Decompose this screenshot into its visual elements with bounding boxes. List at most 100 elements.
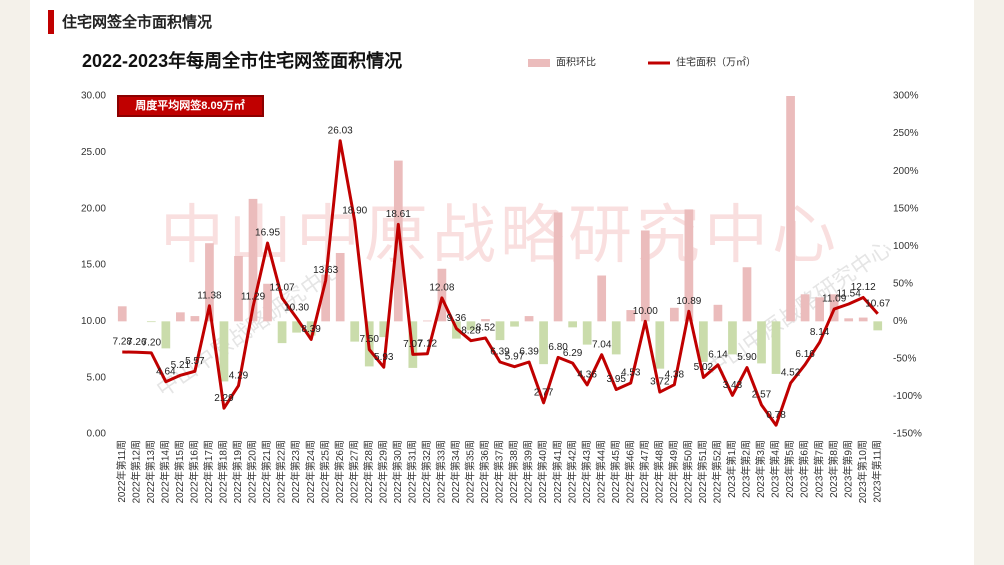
bar: [466, 321, 476, 331]
x-tick-label: 2023年第11周: [870, 440, 883, 503]
x-tick-label: 2022年第13周: [144, 440, 157, 503]
plot-clip: [117, 96, 883, 382]
x-tick-label: 2022年第26周: [333, 440, 346, 503]
x-tick-label: 2023年第10周: [856, 440, 869, 503]
data-label: 16.95: [255, 228, 280, 239]
header-title: 住宅网签全市面积情况: [62, 13, 212, 31]
y2-tick-label: 100%: [893, 241, 919, 252]
data-label: 7.50: [360, 334, 380, 345]
x-tick-label: 2022年第45周: [609, 440, 622, 503]
bar: [684, 209, 694, 322]
x-tick-label: 2022年第33周: [435, 440, 448, 503]
x-tick-label: 2022年第14周: [158, 440, 171, 503]
bar: [263, 283, 272, 322]
bar: [771, 321, 781, 374]
data-label: 11.54: [837, 289, 862, 300]
data-label: 5.02: [694, 362, 714, 373]
x-tick-label: 2023年第2周: [740, 440, 753, 498]
data-label: 7.20: [142, 338, 162, 349]
x-tick-label: 2023年第9周: [841, 440, 854, 498]
x-tick-label: 2022年第49周: [667, 440, 680, 503]
data-label: 11.29: [241, 291, 266, 302]
bar: [597, 275, 607, 322]
legend-swatch: [528, 59, 550, 67]
y2-tick-label: 300%: [893, 91, 919, 102]
bar: [539, 321, 548, 365]
data-label: 6.39: [519, 347, 539, 358]
bar: [161, 321, 171, 349]
data-label: 9.36: [447, 313, 467, 324]
x-tick-label: 2022年第22周: [275, 440, 288, 503]
bar: [858, 317, 868, 322]
data-label: 12.08: [429, 283, 454, 294]
x-tick-label: 2022年第29周: [376, 440, 389, 503]
bar: [510, 321, 519, 327]
y-tick-label: 0.00: [87, 429, 107, 440]
x-tick-label: 2022年第42周: [565, 440, 578, 503]
x-tick-label: 2023年第3周: [754, 440, 767, 498]
x-tick-label: 2022年第34周: [449, 440, 462, 503]
bar: [728, 321, 737, 355]
bar: [248, 198, 258, 322]
bar: [292, 321, 301, 333]
x-tick-label: 2022年第52周: [711, 440, 724, 503]
data-label: 8.52: [476, 323, 496, 334]
x-tick-label: 2022年第43周: [580, 440, 593, 503]
data-label: 2.57: [752, 390, 772, 401]
header-bar: [48, 10, 54, 34]
x-tick-label: 2022年第48周: [652, 440, 665, 503]
x-tick-label: 2022年第51周: [696, 440, 709, 503]
bar: [844, 318, 854, 322]
y2-tick-label: -150%: [893, 429, 922, 440]
x-tick-label: 2022年第31周: [405, 440, 418, 503]
x-tick-label: 2022年第40周: [536, 440, 549, 503]
bar: [757, 321, 766, 364]
y2-tick-label: -100%: [893, 391, 922, 402]
x-tick-label: 2022年第24周: [304, 440, 317, 503]
x-tick-label: 2022年第37周: [493, 440, 506, 503]
x-tick-label: 2022年第25周: [318, 440, 331, 503]
bar: [277, 321, 287, 344]
data-label: 7.07: [403, 339, 423, 350]
x-tick-label: 2022年第32周: [420, 440, 433, 503]
line: [122, 139, 879, 427]
x-tick-label: 2022年第18周: [217, 440, 230, 503]
bar: [626, 310, 636, 322]
bar: [306, 321, 316, 336]
x-tick-label: 2022年第47周: [638, 440, 651, 503]
y-tick-label: 15.00: [81, 260, 106, 271]
x-tick-label: 2023年第7周: [812, 440, 825, 498]
data-label: 4.53: [621, 368, 641, 379]
bar: [423, 320, 432, 322]
data-label: 4.52: [781, 368, 801, 379]
data-label: 8.14: [810, 327, 830, 338]
bar: [350, 321, 360, 342]
y2-tick-label: 250%: [893, 128, 919, 139]
bar: [800, 294, 810, 322]
bar: [873, 321, 883, 331]
data-label: 18.61: [386, 209, 411, 220]
bar: [205, 243, 214, 322]
bar: [815, 297, 824, 322]
x-tick-label: 2022年第44周: [594, 440, 607, 503]
y-tick-label: 10.00: [81, 316, 106, 327]
legend-label: 面积环比: [556, 57, 596, 69]
bar: [393, 160, 403, 322]
data-label: 11.09: [822, 294, 847, 305]
bar: [176, 312, 185, 322]
x-tick-label: 2022年第28周: [362, 440, 375, 503]
x-tick-label: 2023年第6周: [798, 440, 811, 498]
data-label: 5.57: [185, 356, 205, 367]
bar: [481, 319, 490, 322]
data-label: 6.14: [708, 349, 728, 360]
x-tick-label: 2023年第1周: [725, 440, 738, 498]
data-label: 2.29: [214, 393, 234, 404]
bar: [655, 321, 665, 369]
data-label: 4.29: [229, 370, 249, 381]
x-tick-label: 2022年第21周: [260, 440, 273, 503]
data-label: 5.90: [737, 352, 757, 363]
x-tick-label: 2022年第17周: [202, 440, 215, 503]
y2-tick-label: 50%: [893, 278, 913, 289]
data-label: 10.30: [284, 303, 309, 314]
data-label: 10.00: [633, 306, 658, 317]
